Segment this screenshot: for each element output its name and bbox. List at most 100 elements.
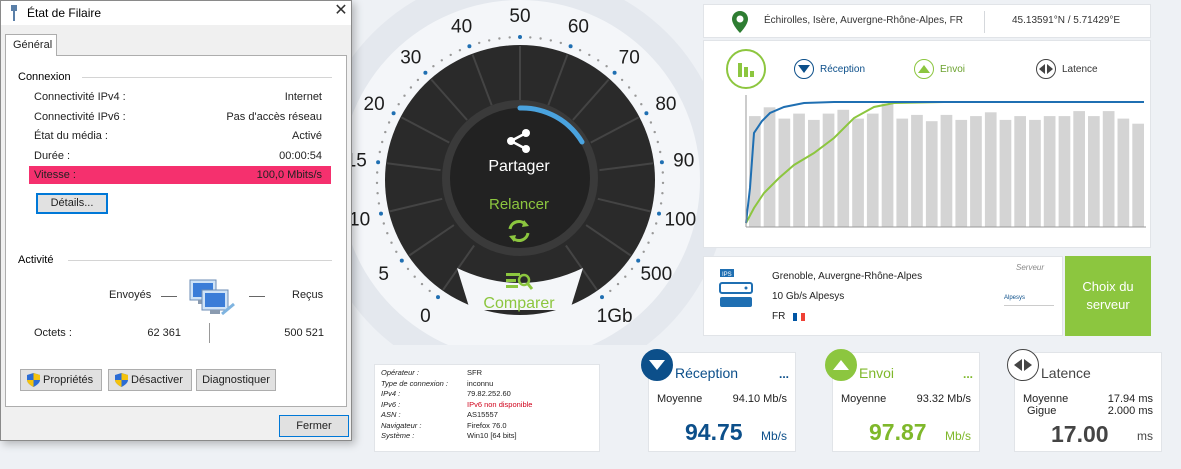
gauge-tick-dot (467, 44, 472, 49)
gauge-tick-dot (609, 289, 612, 293)
share-icon[interactable] (504, 128, 534, 154)
ipv6-value: Pas d'accès réseau (226, 111, 322, 123)
info-row-value: Firefox 76.0 (467, 420, 507, 430)
close-icon[interactable]: ✕ (334, 2, 348, 19)
gauge-tick-dot (390, 241, 393, 244)
gauge-dial-line (597, 197, 651, 213)
history-bar (999, 119, 1012, 227)
gauge-tick-dot (379, 211, 383, 216)
envoi-title: Envoi (859, 365, 895, 381)
history-bar (1102, 111, 1115, 227)
ipv6-label: Connectivité IPv6 : (34, 111, 126, 123)
location-pin-icon (732, 11, 748, 33)
history-bar (866, 113, 879, 227)
gauge-tick-dot (378, 150, 381, 154)
gauge-tick-dot (382, 222, 385, 225)
compare-label[interactable]: Comparer (483, 295, 555, 312)
legend-latence-label: Latence (1062, 63, 1098, 75)
info-row: Navigateur : Firefox 76.0 (381, 421, 507, 430)
bar-chart-icon[interactable] (726, 49, 766, 89)
download-icon (641, 349, 673, 381)
restart-label[interactable]: Relancer (488, 196, 550, 213)
info-row-label: Système : (381, 431, 415, 440)
gauge-dial-line (408, 224, 455, 257)
gauge-tick-dot (384, 130, 387, 134)
gauge-tick-dot (644, 111, 649, 116)
diagnose-button[interactable]: Diagnostiquer (196, 369, 276, 391)
gauge-tick-label: 70 (619, 47, 640, 68)
media-state-value: Activé (292, 130, 322, 142)
speed-history-chart (745, 95, 1146, 228)
title-bar[interactable]: État de Filaire ✕ (1, 1, 351, 25)
gauge-tick-dot (659, 150, 662, 154)
gauge-tick-dot (612, 70, 617, 75)
gauge-dial-line (565, 244, 598, 291)
history-bar (837, 109, 850, 227)
info-row: ASN : AS15557 (381, 410, 498, 419)
gauge-tick-dot (420, 282, 424, 286)
envoi-avg-value: 93.32 Mb/s (916, 393, 971, 405)
gauge-tick-dot (381, 140, 384, 144)
gauge-tick-dot (559, 41, 562, 45)
location-city: Échirolles, Isère, Auvergne-Rhône-Alpes,… (764, 15, 963, 26)
legend-latence[interactable]: Latence (1036, 59, 1098, 79)
choose-server-button[interactable]: Choix du serveur (1065, 256, 1151, 336)
latence-avg-label: Moyenne (1023, 393, 1069, 405)
gauge-tick-label: 60 (568, 17, 589, 38)
download-arrow-icon (794, 59, 814, 79)
gauge-tick-dot (395, 250, 398, 253)
gauge-tick-label: 80 (655, 94, 676, 115)
gauge-tick-dot (655, 222, 658, 225)
network-status-dialog: État de Filaire ✕ Général Connexion Conn… (0, 0, 352, 441)
disable-button[interactable]: Désactiver (108, 369, 192, 391)
ips-badge-text: IPS (722, 272, 732, 278)
gauge-tick-dot (409, 86, 413, 89)
gauge-tick-dot (656, 140, 659, 144)
gauge-tick-dot (627, 86, 631, 89)
info-row: Système : Win10 [64 bits] (381, 431, 517, 440)
close-button[interactable]: Fermer (279, 415, 349, 437)
info-row: Type de connexion : inconnu (381, 379, 493, 388)
gauge-tick-dot (620, 78, 624, 82)
info-row-value: inconnu (467, 378, 494, 388)
gauge-tick-dot (387, 121, 391, 124)
result-envoi: Envoi ... Moyenne 93.32 Mb/s 97.87 Mb/s (825, 349, 980, 452)
properties-button[interactable]: Propriétés (20, 369, 102, 391)
gauge-tick-dot (386, 232, 389, 235)
latence-jitter-label: Gigue (1027, 405, 1057, 417)
gauge-tick-dot (616, 282, 620, 286)
gauge-tick-dot (403, 94, 406, 97)
gauge-tick-dot (406, 267, 410, 271)
info-row-label: ASN : (381, 410, 401, 419)
gauge-tick-label: 1Gb (597, 306, 633, 327)
refresh-icon[interactable] (505, 217, 533, 245)
legend-reception-label: Réception (820, 63, 866, 75)
duration-value: 00:00:54 (279, 150, 322, 162)
connection-info: Opérateur : SFR Type de connexion : inconnu… (374, 364, 600, 452)
legend-envoi[interactable]: Envoi (914, 59, 965, 79)
compare-icon[interactable] (504, 270, 534, 292)
details-button[interactable]: Détails... (36, 193, 108, 214)
envoi-more-button[interactable]: ... (962, 367, 973, 381)
gauge-tick-dot (661, 181, 665, 185)
reception-more-button[interactable]: ... (778, 367, 789, 381)
gauge-tick-dot (659, 202, 663, 205)
server-city: Grenoble, Auvergne-Rhône-Alpes (772, 271, 923, 282)
legend-reception[interactable]: Réception (794, 59, 865, 79)
result-latence: Latence Moyenne 17.94 ms Gigue 2.000 ms … (1007, 349, 1162, 452)
tab-page-general: Connexion Connectivité IPv4 : Internet C… (5, 55, 347, 407)
gauge-tick-dot (636, 258, 641, 263)
tab-general[interactable]: Général (5, 34, 57, 56)
gauge-tick-dot (413, 275, 416, 278)
gauge-tick-dot (642, 250, 645, 253)
speed-value: 100,0 Mbits/s (256, 169, 322, 181)
gauge-dial-line (386, 162, 441, 172)
share-label[interactable]: Partager (488, 158, 550, 175)
network-cable-icon (11, 5, 17, 21)
gauge-tick-dot (659, 160, 664, 165)
history-bar (1088, 116, 1100, 227)
gauge-tick-label: 10 (349, 210, 370, 231)
history-bar (955, 119, 968, 227)
gauge-tick-label: 30 (400, 47, 421, 68)
gauge-tick-dot (588, 53, 591, 57)
